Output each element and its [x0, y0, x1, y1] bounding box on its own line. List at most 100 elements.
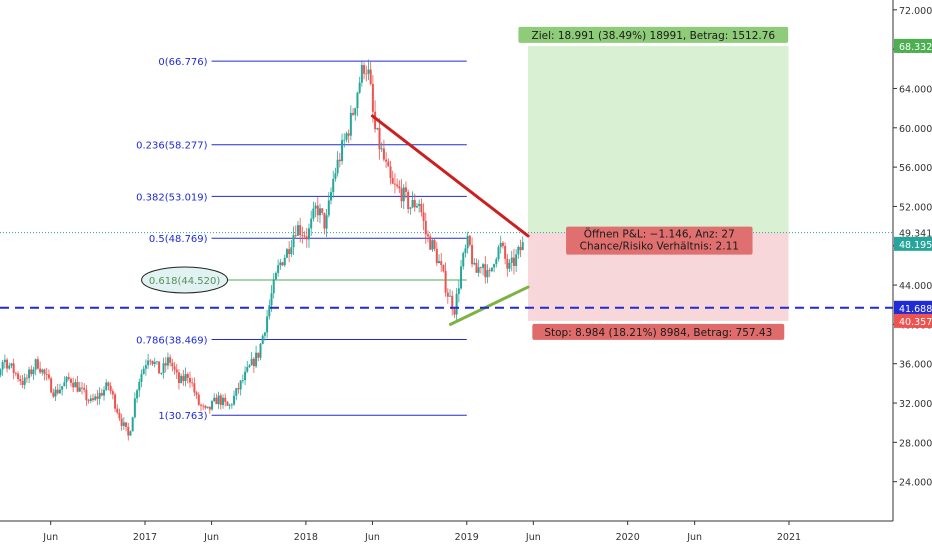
candle-body — [98, 392, 101, 399]
candle-body — [274, 272, 277, 280]
candle-body — [277, 265, 280, 273]
candle-body — [23, 377, 26, 385]
candle-body — [244, 371, 247, 381]
candle-body — [162, 363, 165, 374]
support-trendline — [448, 285, 530, 326]
candle-body — [367, 69, 370, 74]
candle-body — [122, 422, 125, 426]
candle-body — [151, 360, 154, 365]
candle-body — [312, 208, 315, 219]
candle-body — [45, 374, 48, 375]
candle-body — [420, 203, 423, 213]
candle-body — [521, 242, 524, 251]
pnl-label: Chance/Risiko Verhältnis: 2.11 — [580, 241, 739, 253]
candle-body — [41, 369, 44, 373]
candle-body — [281, 262, 284, 266]
pnl-label-box — [566, 226, 753, 255]
candle-body — [21, 381, 24, 385]
candle-body — [6, 359, 9, 369]
candle-body — [380, 148, 383, 150]
candle-body — [12, 363, 15, 373]
time-tick-label: 2018 — [294, 532, 318, 543]
candle-body — [268, 305, 271, 317]
candle-body — [347, 133, 350, 136]
target-zone — [528, 45, 789, 233]
candle-body — [486, 270, 489, 278]
candle-body — [250, 358, 253, 366]
candle-body — [3, 359, 6, 363]
candle-body — [393, 183, 396, 185]
candle-body — [224, 397, 227, 402]
time-tick-label: 2020 — [616, 532, 640, 543]
candle-body — [248, 365, 251, 367]
candle-body — [376, 128, 379, 130]
fib-level-label: 1(30.763) — [158, 411, 207, 422]
candle-body — [193, 383, 196, 393]
price-tick-label: 64.000 — [899, 84, 932, 95]
candle-body — [58, 389, 61, 394]
candle-body — [484, 264, 487, 278]
candle-body — [208, 406, 211, 410]
candle-body — [222, 397, 225, 405]
candle-body — [294, 235, 297, 236]
candle-body — [89, 398, 92, 402]
candle-body — [457, 288, 460, 294]
fib-highlight-ellipse — [141, 266, 229, 294]
price-tick-label: 52.000 — [899, 202, 932, 213]
candle-body — [202, 405, 205, 407]
candle-body — [356, 92, 359, 109]
target-label: Ziel: 18.991 (38.49%) 18991, Betrag: 151… — [532, 30, 776, 42]
fib-level-label: 0.618(44.520) — [149, 276, 221, 287]
candle-body — [166, 357, 169, 366]
candle-body — [488, 270, 491, 272]
candle-body — [515, 254, 518, 266]
candle-body — [400, 188, 403, 202]
candle-body — [140, 374, 143, 382]
candle-body — [164, 363, 167, 366]
candle-body — [252, 358, 255, 367]
candle-body — [261, 335, 264, 344]
candle-body — [92, 398, 95, 400]
candle-body — [103, 389, 106, 396]
candle-body — [288, 249, 291, 254]
price-tick-label: 28.000 — [899, 438, 932, 449]
candle-body — [125, 422, 128, 427]
candle-body — [96, 396, 99, 399]
candle-body — [237, 388, 240, 390]
candle-body — [325, 215, 328, 229]
price-tick-label: 72.000 — [899, 6, 932, 17]
time-tick-label: Jun — [364, 532, 380, 543]
candle-body — [495, 259, 498, 265]
candle-body — [330, 192, 333, 201]
candle-body — [435, 248, 438, 264]
candle-body — [197, 394, 200, 405]
candle-body — [25, 377, 28, 379]
candle-body — [418, 203, 421, 206]
candle-body — [83, 387, 86, 390]
candle-body — [363, 65, 366, 74]
candle-body — [246, 366, 249, 372]
candle-body — [316, 205, 319, 216]
candle-body — [402, 187, 405, 202]
candle-body — [43, 369, 46, 375]
candle-body — [63, 382, 66, 387]
candle-body — [158, 361, 161, 374]
candle-body — [389, 166, 392, 178]
time-tick-label: 2021 — [777, 532, 801, 543]
candle-body — [155, 361, 158, 363]
candle-body — [87, 400, 90, 402]
candle-body — [36, 359, 39, 369]
price-marker-label: 48.195 — [899, 240, 932, 251]
candle-body — [206, 406, 209, 408]
candle-body — [61, 386, 64, 390]
price-tick-label: 36.000 — [899, 360, 932, 371]
candle-body — [184, 373, 187, 382]
candle-body — [409, 207, 412, 209]
candle-body — [204, 405, 207, 408]
candle-body — [391, 177, 394, 184]
candle-body — [453, 309, 456, 315]
candle-body — [230, 404, 233, 406]
candle-body — [257, 352, 260, 358]
